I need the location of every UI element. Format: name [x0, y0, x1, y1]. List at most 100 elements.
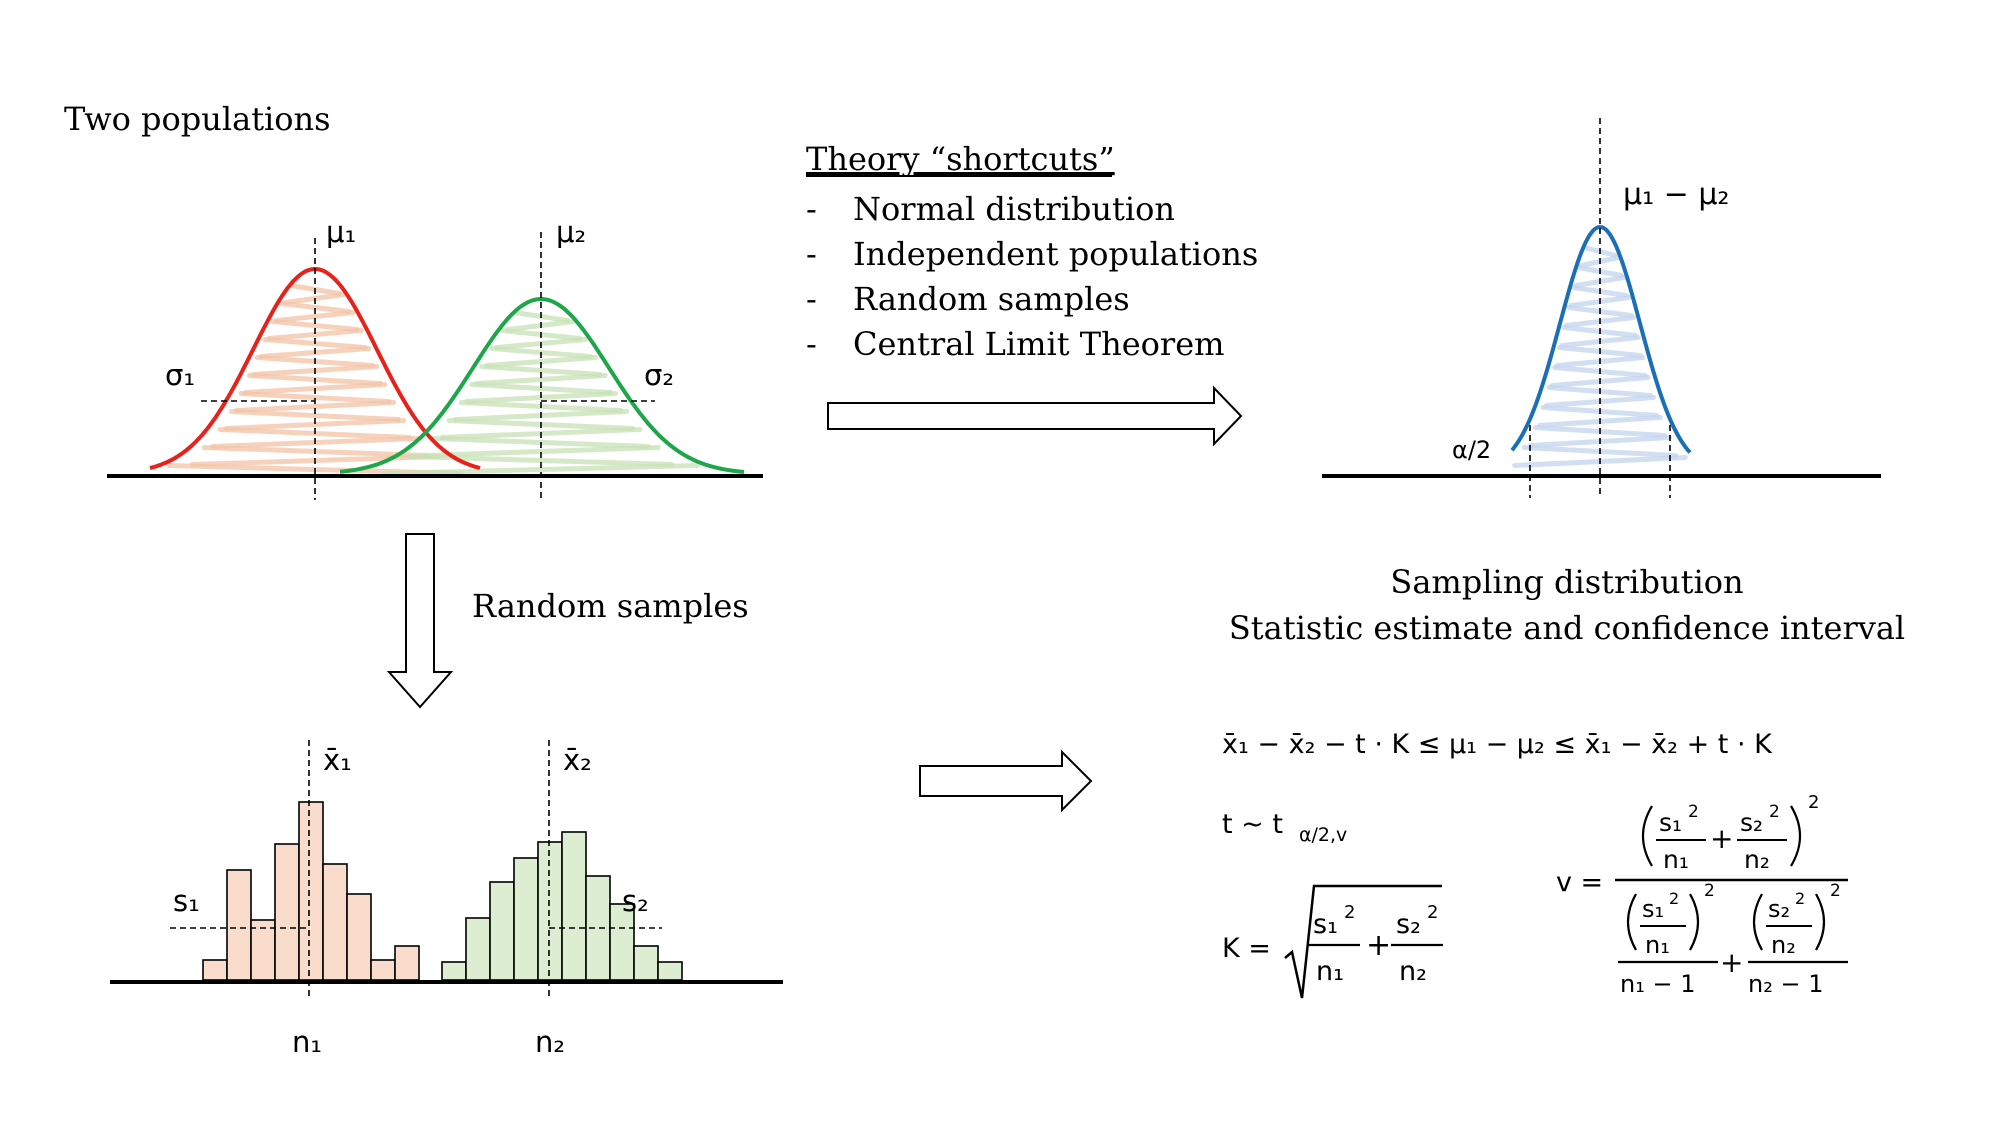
confidence-interval-formula: x̄₁ − x̄₂ − t · K ≤ μ₁ − μ₂ ≤ x̄₁ − x̄₂ …: [1222, 729, 1773, 760]
xbar2-label: x̄₂: [563, 743, 592, 777]
sigma2-label: σ₂: [644, 358, 674, 392]
v-num-left-paren: [1642, 805, 1653, 867]
v-num-s2: s₂: [1740, 808, 1763, 837]
v-num-n1: n₁: [1663, 845, 1689, 874]
hatch-stroke: [266, 328, 364, 341]
bullet-dash: -: [806, 280, 817, 318]
hatch-stroke: [484, 355, 598, 368]
s1-label: s₁: [173, 884, 200, 918]
k-n1: n₁: [1316, 956, 1344, 987]
histogram-bar: [298, 801, 324, 981]
bullet-central-limit-theorem: Central Limit Theorem: [853, 325, 1225, 363]
theory-shortcuts-title: Theory “shortcuts”: [806, 140, 1115, 178]
histogram-bar: [513, 857, 539, 981]
alpha-half-label: α/2: [1452, 436, 1491, 464]
v-num-s1: s₁: [1659, 808, 1682, 837]
bullet-independent-populations: Independent populations: [853, 235, 1258, 273]
k-s1-exp: 2: [1344, 902, 1355, 923]
v-den1-s1: s₁: [1642, 895, 1664, 923]
hatch-stroke: [474, 373, 608, 386]
k-formula: K = s₁ 2 n₁ + s₂ 2 n₂: [1222, 884, 1443, 999]
hatch-stroke: [233, 400, 397, 413]
mu-diff-label: μ₁ − μ₂: [1623, 177, 1729, 212]
bullet-random-samples: Random samples: [853, 280, 1130, 318]
v-den1-left-paren: [1626, 893, 1637, 951]
v-den2-n2m1: n₂ − 1: [1748, 970, 1823, 998]
t-distribution-formula: t ~ t α/2,v: [1222, 809, 1347, 846]
histogram-bar: [441, 961, 467, 981]
two-populations-title: Two populations: [64, 100, 331, 138]
v-den1-exp: 2: [1704, 881, 1715, 901]
v-num-s1-exp: 2: [1688, 802, 1699, 822]
hatch-stroke: [238, 391, 392, 404]
histogram-bar: [202, 959, 228, 981]
theory-bullet-list: - Normal distribution - Independent popu…: [806, 190, 1258, 363]
v-den-plus: +: [1720, 946, 1743, 979]
hatch-stroke: [223, 418, 407, 431]
population-2-curve: [339, 297, 745, 474]
hatch-stroke: [278, 301, 352, 314]
mu2-label: μ₂: [556, 215, 586, 249]
k-s2: s₂: [1396, 909, 1421, 940]
sample-1-histogram: [202, 801, 420, 981]
t-dist-subscript: α/2,v: [1299, 824, 1347, 846]
bullet-dash: -: [806, 235, 817, 273]
histogram-bar: [561, 831, 587, 981]
v-num-exp: 2: [1808, 792, 1819, 813]
k-s2-exp: 2: [1427, 902, 1438, 923]
v-num-s2-exp: 2: [1769, 802, 1780, 822]
v-num-plus: +: [1710, 822, 1733, 855]
statistic-estimate-subtitle: Statistic estimate and confidence interv…: [1229, 609, 1905, 647]
histogram-bar: [322, 863, 348, 981]
v-den2-left-paren: [1752, 893, 1763, 951]
histogram-bar: [489, 881, 515, 981]
histogram-bar: [226, 869, 252, 981]
histogram-bar: [370, 959, 396, 981]
v-num-right-paren: [1790, 805, 1801, 867]
histogram-bar: [346, 893, 372, 981]
v-num-n2: n₂: [1744, 845, 1770, 874]
right-arrow-bottom: [919, 749, 1093, 813]
v-den1-n1: n₁: [1645, 931, 1670, 959]
hatch-stroke: [382, 463, 700, 476]
v-den2-s2: s₂: [1768, 895, 1790, 923]
v-den1-right-paren: [1689, 893, 1700, 951]
v-den2-n2: n₂: [1771, 931, 1796, 959]
k-s1: s₁: [1313, 909, 1338, 940]
n1-label: n₁: [292, 1025, 322, 1059]
histogram-bar: [657, 961, 683, 981]
v-lhs: v =: [1556, 867, 1603, 898]
right-arrow-top: [827, 385, 1243, 447]
histogram-bar: [537, 841, 563, 981]
histogram-bar: [250, 919, 276, 981]
t-dist-text: t ~ t: [1222, 809, 1283, 840]
v-den1-s1-exp: 2: [1669, 889, 1679, 908]
s2-label: s₂: [622, 884, 649, 918]
v-formula: v = s₁ 2 n₁ + s₂ 2 n₂ 2 s₁ 2 n₁ 2 n₁ − 1…: [1556, 792, 1848, 998]
k-plus: +: [1366, 928, 1391, 963]
hatch-stroke: [479, 364, 603, 377]
bullet-normal-distribution: Normal distribution: [853, 190, 1175, 228]
histogram-bar: [274, 843, 300, 981]
bullet-dash: -: [806, 190, 817, 228]
k-n2: n₂: [1399, 956, 1427, 987]
histogram-bar: [609, 903, 635, 981]
histogram-bar: [465, 917, 491, 981]
histogram-bar: [394, 945, 420, 981]
mu1-label: μ₁: [326, 215, 356, 249]
v-den2-s2-exp: 2: [1795, 889, 1805, 908]
sampling-distribution-curve: [1510, 224, 1692, 454]
sqrt-sign: [1284, 884, 1442, 999]
k-lhs: K =: [1222, 933, 1271, 964]
sampling-distribution-title: Sampling distribution: [1390, 563, 1743, 601]
n2-label: n₂: [535, 1025, 565, 1059]
hatch-stroke: [274, 310, 356, 323]
hatch-stroke: [421, 445, 661, 458]
xbar1-label: x̄₁: [323, 743, 352, 777]
v-den2-exp: 2: [1830, 881, 1841, 901]
bullet-dash: -: [806, 325, 817, 363]
v-den2-right-paren: [1815, 893, 1826, 951]
hatch-stroke: [229, 409, 401, 422]
down-arrow: [386, 533, 454, 709]
